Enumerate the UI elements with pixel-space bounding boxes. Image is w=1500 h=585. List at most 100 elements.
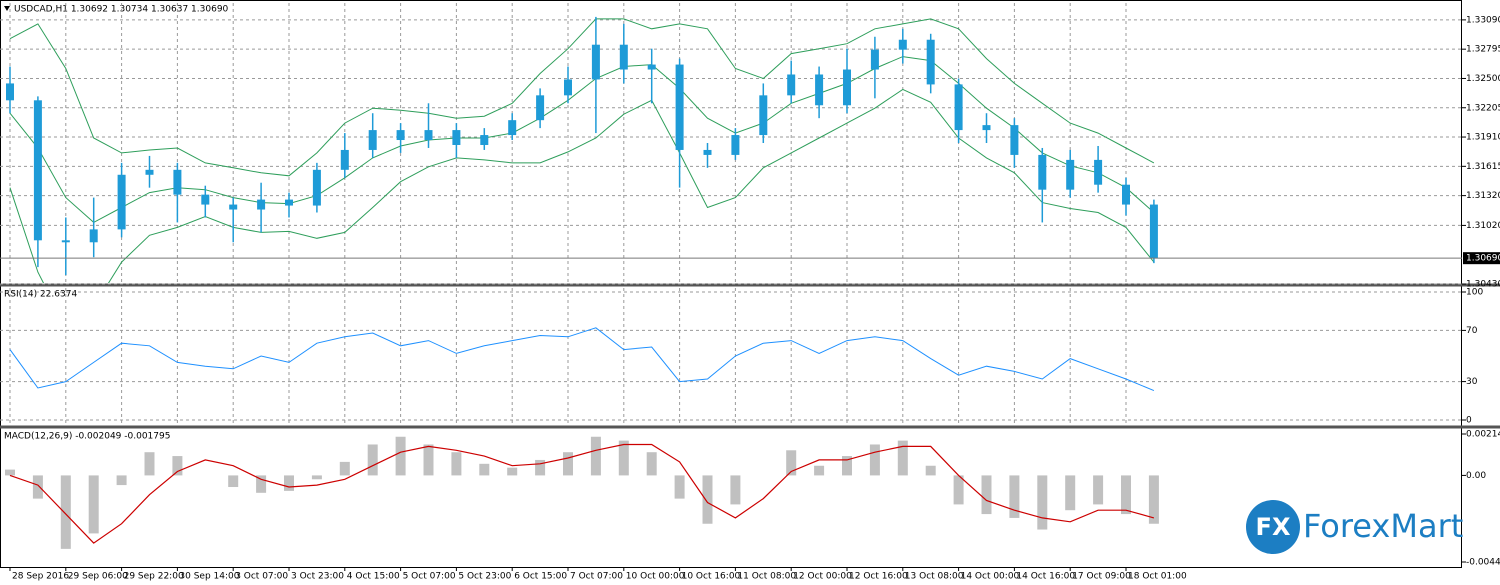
candle-body xyxy=(285,199,293,206)
rsi-line xyxy=(9,327,1155,392)
candle-body xyxy=(452,130,461,145)
candle-body xyxy=(89,229,98,243)
macd-bar xyxy=(897,440,908,476)
macd-bar xyxy=(646,452,657,476)
macd-bar xyxy=(618,440,629,476)
candle-body xyxy=(815,74,824,106)
candle-body xyxy=(787,74,796,96)
macd-bar xyxy=(1065,475,1076,511)
macd-bar xyxy=(1148,475,1159,524)
candle-body xyxy=(564,79,572,96)
macd-plot xyxy=(5,436,1159,549)
macd-bar xyxy=(507,467,518,476)
logo-mark: FX xyxy=(1256,513,1291,541)
x-tick-label: 28 Sep 2016 xyxy=(12,572,69,582)
macd-bar xyxy=(1009,475,1020,518)
candle-body xyxy=(843,69,851,106)
candle-body xyxy=(1122,184,1130,205)
candle-body xyxy=(982,125,991,131)
x-tick-label: 5 Oct 07:00 xyxy=(403,572,456,582)
y-tick-label: 1.31910 xyxy=(1466,133,1500,143)
y-tick-label: 1.32795 xyxy=(1466,45,1500,55)
candle-body xyxy=(312,169,321,206)
macd-bar xyxy=(590,436,601,476)
y-tick-label: 1.30430 xyxy=(1466,279,1500,289)
bollinger-middle xyxy=(9,56,1155,224)
y-tick-label: 1.32500 xyxy=(1466,74,1500,84)
macd-bar xyxy=(730,475,741,505)
x-tick-label: 30 Sep 14:00 xyxy=(179,572,239,582)
rsi-plot xyxy=(9,327,1155,392)
candle-body xyxy=(173,169,182,195)
macd-bar xyxy=(423,444,434,476)
macd-bar xyxy=(311,475,322,480)
candle-body xyxy=(145,169,154,175)
macd-bar xyxy=(786,450,797,476)
y-tick-label: 30 xyxy=(1466,377,1478,387)
x-tick-label: 4 Oct 15:00 xyxy=(347,572,400,582)
logo: FX ForexMart xyxy=(1246,500,1463,554)
candle-body xyxy=(424,130,433,141)
x-tick-label: 18 Oct 01:00 xyxy=(1128,572,1187,582)
x-tick-label: 10 Oct 16:00 xyxy=(682,572,741,582)
macd-bar xyxy=(925,465,936,476)
x-tick-label: 7 Oct 07:00 xyxy=(570,572,623,582)
x-tick-label: 29 Sep 22:00 xyxy=(124,572,184,582)
candle-body xyxy=(117,174,126,230)
macd-bar xyxy=(256,475,267,493)
candle-body xyxy=(340,149,349,170)
menu-arrow[interactable] xyxy=(4,6,10,11)
candle-body xyxy=(647,64,656,70)
macd-bar xyxy=(367,444,378,476)
x-tick-label: 3 Oct 23:00 xyxy=(291,572,344,582)
candle-body xyxy=(61,240,70,243)
x-tick-label: 13 Oct 08:00 xyxy=(905,572,964,582)
macd-bar xyxy=(563,452,573,476)
macd-bar xyxy=(479,463,490,476)
x-tick-label: 5 Oct 23:00 xyxy=(458,572,511,582)
rsi-title: RSI(14) 22.6374 xyxy=(4,290,77,300)
bollinger-upper xyxy=(9,18,1155,177)
candle-body xyxy=(1094,159,1103,185)
logo-circle xyxy=(1246,500,1300,554)
candle-body xyxy=(6,83,14,101)
x-tick-label: 6 Oct 15:00 xyxy=(514,572,567,582)
y-tick-label: 0.002142 xyxy=(1466,430,1500,440)
bollinger-lower xyxy=(9,88,1155,283)
macd-signal xyxy=(9,443,1155,544)
candle-body xyxy=(201,194,210,205)
candle-body xyxy=(536,95,545,121)
macd-bar xyxy=(32,475,43,499)
candle-body xyxy=(229,204,238,210)
candle-body xyxy=(954,84,963,131)
macd-bar xyxy=(116,475,127,486)
y-tick-label: 100 xyxy=(1466,288,1483,298)
last-price-box xyxy=(1463,252,1500,265)
macd-bar xyxy=(535,459,546,476)
candle-body xyxy=(508,120,517,136)
x-tick-label: 14 Oct 16:00 xyxy=(1016,572,1075,582)
x-tick-label: 29 Sep 06:00 xyxy=(68,572,128,582)
macd-bar xyxy=(953,475,964,505)
candle-body xyxy=(1066,159,1075,190)
x-tick-label: 12 Oct 16:00 xyxy=(849,572,908,582)
candle-body xyxy=(870,49,879,70)
candle-body xyxy=(731,135,740,155)
y-tick-label: 1.31320 xyxy=(1466,191,1500,201)
x-tick-label: 3 Oct 07:00 xyxy=(235,572,288,582)
macd-bar xyxy=(284,475,294,491)
macd-bar xyxy=(395,436,406,476)
macd-bar xyxy=(674,475,685,499)
candle-body xyxy=(675,64,684,150)
x-tick-label: 14 Oct 00:00 xyxy=(961,572,1020,582)
macd-bar xyxy=(842,456,852,476)
macd-bar xyxy=(702,475,713,524)
candle-body xyxy=(703,149,712,155)
y-tick-label: 70 xyxy=(1466,326,1478,336)
y-tick-label: 1.31615 xyxy=(1466,162,1500,172)
macd-bar xyxy=(88,475,99,534)
candle-body xyxy=(1010,125,1019,155)
macd-title: MACD(12,26,9) -0.002049 -0.001795 xyxy=(4,432,170,442)
candle-body xyxy=(1038,154,1047,190)
